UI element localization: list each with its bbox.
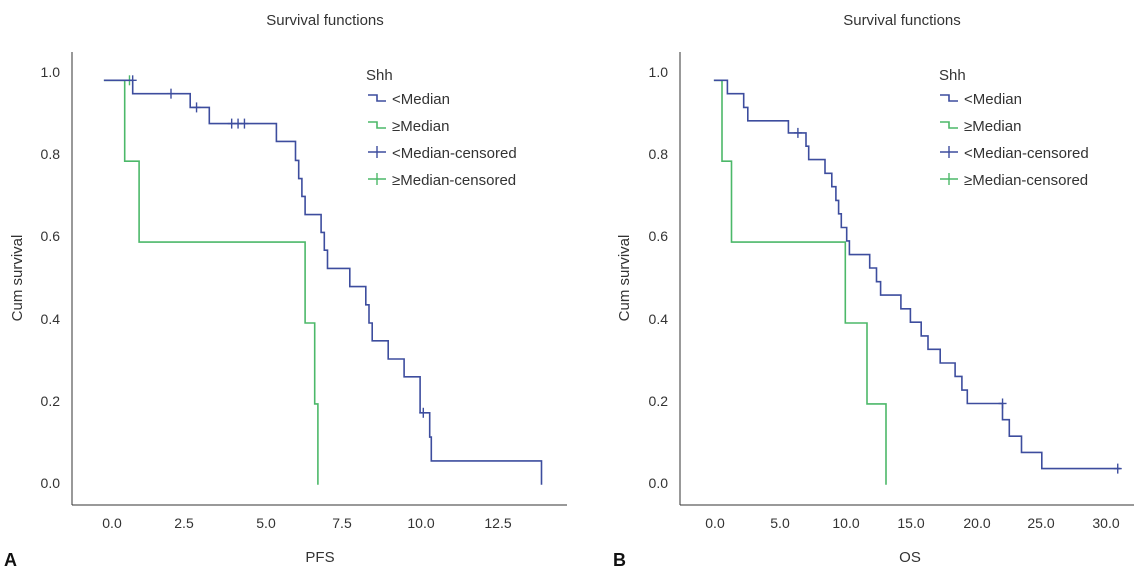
- chart-a-x-tick-label: 10.0: [407, 515, 434, 531]
- chart-b-x-tick-label: 25.0: [1027, 515, 1054, 531]
- panel-b-label: B: [613, 550, 626, 568]
- chart-a-legend-entry: <Median: [368, 91, 450, 108]
- chart-a-x-tick-label: 12.5: [484, 515, 511, 531]
- chart-b-legend-swatch: [940, 146, 958, 158]
- chart-b-legend-entry: <Median: [940, 91, 1022, 108]
- chart-a-series-line-above-median: [103, 79, 319, 485]
- chart-b-series-layer: [713, 79, 1122, 485]
- chart-a-censored-mark-below-median: [240, 118, 249, 129]
- chart-b-legend-label: <Median-censored: [964, 145, 1089, 162]
- chart-b-legend-swatch: [940, 121, 958, 129]
- chart-a-y-axis-label: Cum survival: [9, 235, 26, 322]
- chart-b-censored-mark-below-median: [793, 127, 802, 138]
- chart-b-legend-swatch: [940, 173, 958, 185]
- chart-a-series-line-below-median: [103, 79, 543, 485]
- chart-b-y-tick-label: 0.4: [649, 311, 669, 327]
- chart-a-legend-entry: <Median-censored: [368, 145, 517, 162]
- chart-b-x-tick-label: 5.0: [770, 515, 790, 531]
- chart-a-censored-mark-below-median: [128, 75, 137, 86]
- chart-b-legend-title: Shh: [939, 67, 966, 84]
- chart-b-legend-swatch: [940, 94, 958, 102]
- chart-a-y-ticks: 0.0 0.2 0.4 0.6 0.8 1.0: [41, 64, 61, 491]
- panel-b: Survival functions 0.0 0.2 0.4 0.6 0.8 1…: [613, 12, 1134, 568]
- chart-b-y-tick-label: 1.0: [649, 64, 669, 80]
- chart-b-x-axis-label: OS: [899, 549, 921, 566]
- chart-a-legend: Shh <Median ≥Median <Median-censored ≥Media…: [366, 67, 517, 189]
- chart-a-censored-mark-below-median: [192, 102, 201, 113]
- chart-a-y-tick-label: 0.8: [41, 146, 61, 162]
- chart-a-legend-entry: ≥Median-censored: [368, 172, 516, 189]
- panel-a: Survival functions 0.0 0.2 0.4 0.6 0.8 1…: [4, 12, 567, 568]
- chart-a-x-axis-label: PFS: [305, 549, 334, 566]
- chart-b-x-tick-label: 30.0: [1092, 515, 1119, 531]
- chart-a-legend-swatch: [368, 121, 386, 129]
- chart-a-y-tick-label: 1.0: [41, 64, 61, 80]
- chart-a-legend-title: Shh: [366, 67, 393, 84]
- panel-a-label: A: [4, 550, 17, 568]
- chart-b-series-line-below-median: [713, 79, 1121, 470]
- chart-a-x-tick-label: 2.5: [174, 515, 194, 531]
- chart-a-y-tick-label: 0.6: [41, 228, 61, 244]
- chart-b-legend: Shh <Median ≥Median <Median-censored ≥Media…: [939, 67, 1089, 189]
- chart-b-y-axis-label: Cum survival: [616, 235, 633, 322]
- chart-b-legend-label: ≥Median: [964, 118, 1021, 135]
- chart-b-legend-label: <Median: [964, 91, 1022, 108]
- chart-a-legend-label: ≥Median-censored: [392, 172, 516, 189]
- chart-b-title: Survival functions: [843, 12, 961, 29]
- chart-a-x-tick-label: 0.0: [102, 515, 122, 531]
- chart-a-censored-mark-below-median: [419, 407, 428, 418]
- chart-b-legend-label: ≥Median-censored: [964, 172, 1088, 189]
- chart-b-y-ticks: 0.0 0.2 0.4 0.6 0.8 1.0: [649, 64, 669, 491]
- chart-a-title: Survival functions: [266, 12, 384, 29]
- chart-a-series-layer: [103, 75, 543, 485]
- chart-a-x-ticks: 0.0 2.5 5.0 7.5 10.0 12.5: [102, 515, 512, 531]
- chart-a-legend-entry: ≥Median: [368, 118, 449, 135]
- chart-b-x-tick-label: 15.0: [897, 515, 924, 531]
- chart-a-legend-label: <Median-censored: [392, 145, 517, 162]
- chart-a-legend-swatch: [368, 146, 386, 158]
- chart-b-x-tick-label: 0.0: [705, 515, 725, 531]
- chart-b-x-tick-label: 20.0: [963, 515, 990, 531]
- chart-b-legend-entry: ≥Median: [940, 118, 1021, 135]
- chart-a-y-tick-label: 0.2: [41, 393, 61, 409]
- chart-a-y-tick-label: 0.4: [41, 311, 61, 327]
- chart-b-y-tick-label: 0.8: [649, 146, 669, 162]
- chart-a-legend-swatch: [368, 94, 386, 102]
- chart-a-y-tick-label: 0.0: [41, 475, 61, 491]
- chart-b-legend-entry: <Median-censored: [940, 145, 1089, 162]
- chart-a-legend-label: <Median: [392, 91, 450, 108]
- chart-a-censored-mark-below-median: [167, 88, 175, 99]
- chart-b-censored-mark-below-median: [998, 398, 1007, 409]
- chart-b-x-tick-label: 10.0: [832, 515, 859, 531]
- chart-b-series-line-above-median: [713, 79, 887, 485]
- chart-b-y-tick-label: 0.2: [649, 393, 669, 409]
- chart-b-y-tick-label: 0.6: [649, 228, 669, 244]
- chart-a-legend-label: ≥Median: [392, 118, 449, 135]
- chart-b-y-tick-label: 0.0: [649, 475, 669, 491]
- chart-b-x-ticks: 0.0 5.0 10.0 15.0 20.0 25.0 30.0: [705, 515, 1120, 531]
- chart-b-censored-mark-below-median: [1113, 463, 1122, 474]
- chart-a-legend-swatch: [368, 173, 386, 185]
- chart-a-x-tick-label: 7.5: [332, 515, 352, 531]
- chart-b-legend-entry: ≥Median-censored: [940, 172, 1088, 189]
- chart-a-x-tick-label: 5.0: [256, 515, 276, 531]
